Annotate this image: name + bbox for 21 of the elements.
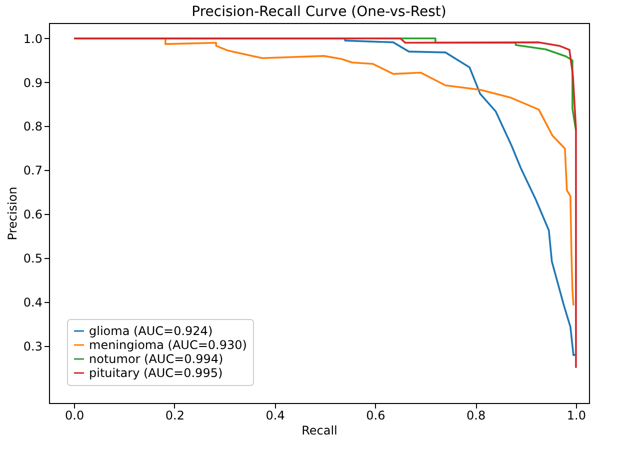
y-tick-label: 1.0: [23, 32, 42, 46]
x-tick-label: 1.0: [566, 408, 586, 422]
y-tick-label: 0.8: [23, 120, 42, 134]
legend-label: notumor (AUC=0.994): [89, 352, 224, 366]
y-tick-label: 0.9: [23, 76, 42, 90]
legend-label: pituitary (AUC=0.995): [89, 366, 223, 380]
x-tick-label: 0.2: [165, 408, 185, 422]
y-tick-label: 0.3: [23, 339, 42, 354]
chart-title: Precision-Recall Curve (One-vs-Rest): [192, 4, 446, 20]
x-tick-label: 0.0: [65, 408, 84, 422]
x-tick-label: 0.4: [266, 408, 285, 422]
y-tick-label: 0.6: [23, 208, 42, 222]
x-tick-label: 0.6: [366, 408, 386, 422]
x-tick-label: 0.8: [466, 408, 486, 422]
x-axis-title: Recall: [302, 424, 338, 438]
legend-label: meningioma (AUC=0.930): [89, 338, 247, 352]
legend-label: glioma (AUC=0.924): [89, 324, 213, 338]
y-tick-label: 0.7: [23, 164, 42, 178]
y-tick-label: 0.4: [23, 295, 42, 310]
y-tick-label: 0.5: [23, 252, 42, 266]
y-axis-title: Precision: [5, 186, 20, 240]
